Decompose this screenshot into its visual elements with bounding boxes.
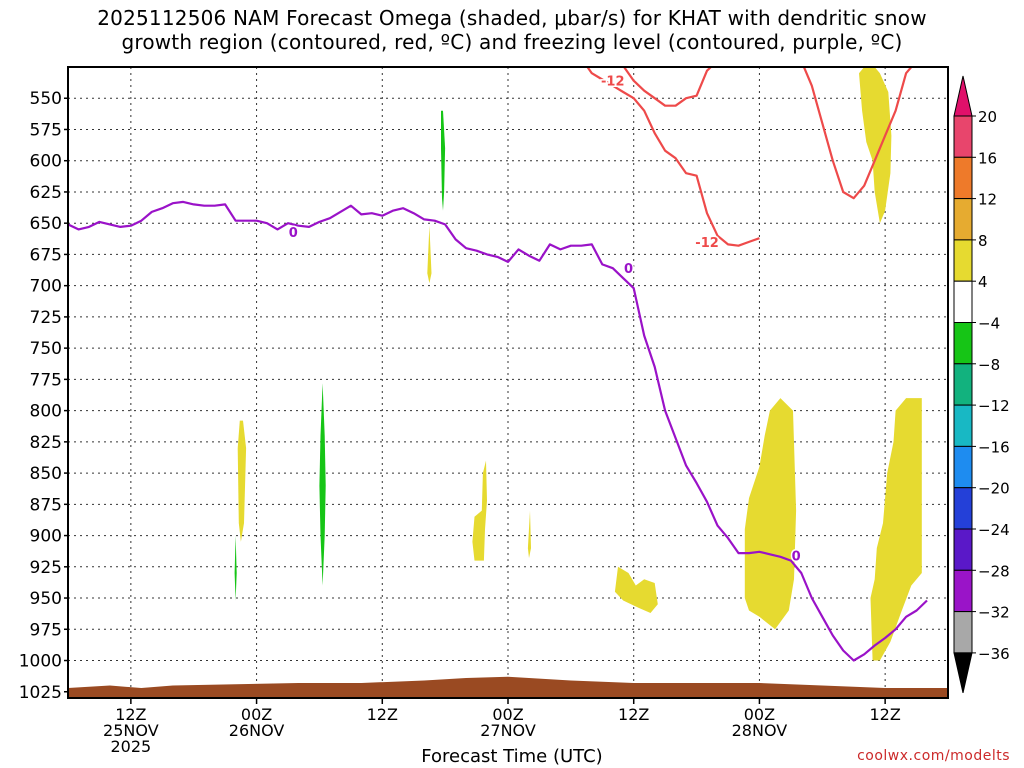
colorbar-segment — [953, 611, 973, 654]
colorbar-bottom-triangle — [953, 652, 973, 694]
colorbar-segment — [953, 445, 973, 489]
y-tick-label: 875 — [30, 495, 62, 515]
colorbar-segment — [953, 569, 973, 613]
y-tick-label: 700 — [30, 277, 62, 297]
colorbar-label: 8 — [978, 232, 988, 250]
x-date-label: 26NOV — [229, 721, 285, 740]
y-tick-label: 650 — [30, 214, 62, 234]
colorbar-segment — [953, 528, 973, 571]
x-year-label: 2025 — [110, 737, 151, 756]
x-tick-label: 00Z — [744, 705, 775, 724]
colorbar-label: −8 — [978, 356, 1000, 374]
contour-line — [68, 200, 928, 662]
colorbar-label: 4 — [978, 273, 988, 291]
credit-text: coolwx.com/modelts — [857, 748, 1010, 764]
contour-label: 0 — [792, 550, 801, 565]
y-tick-label: 600 — [30, 152, 62, 172]
x-date-label: 27NOV — [480, 721, 536, 740]
y-tick-label: 1025 — [19, 683, 62, 703]
x-tick-label: 12Z — [115, 705, 146, 724]
colorbar-label: 12 — [978, 191, 997, 209]
colorbar-segment — [953, 322, 973, 365]
y-tick-label: 725 — [30, 308, 62, 328]
y-tick-label: 750 — [30, 339, 62, 359]
contour-label: 0 — [624, 262, 633, 277]
colorbar-label: −20 — [978, 480, 1010, 498]
y-tick-label: 775 — [30, 370, 62, 390]
grid-lines — [68, 67, 948, 698]
y-tick-label: 1000 — [19, 652, 62, 672]
colorbar-segment — [953, 487, 973, 530]
colorbar-label: −24 — [978, 521, 1010, 539]
contour-label: 0 — [289, 226, 298, 241]
colorbar: 20 16 12 8 4 −4 −8 −12 −16 −20 −24 −28 −32 −36 — [953, 75, 1010, 694]
y-tick-label: 550 — [30, 89, 62, 109]
colorbar-segment — [953, 156, 973, 200]
contours: 0 0 0 -12 -12 — [68, 67, 928, 662]
colorbar-segment — [953, 404, 973, 447]
contour-line — [586, 67, 760, 247]
colorbar-label: 16 — [978, 149, 997, 167]
colorbar-segment — [953, 115, 973, 158]
colorbar-label: −28 — [978, 562, 1010, 580]
colorbar-label: −4 — [978, 315, 1000, 333]
x-tick-label: 12Z — [367, 705, 398, 724]
y-tick-label: 850 — [30, 464, 62, 484]
colorbar-segment — [953, 239, 973, 282]
shaded-region — [859, 67, 892, 224]
contour-line — [802, 67, 913, 200]
y-tick-label: 625 — [30, 183, 62, 203]
contour-label: -12 — [695, 236, 719, 251]
terrain — [68, 676, 948, 698]
contour-label: -12 — [601, 75, 625, 90]
shaded-region — [234, 535, 237, 601]
shaded-region — [614, 566, 658, 613]
x-date-label: 25NOV — [103, 721, 159, 740]
y-tick-label: 925 — [30, 558, 62, 578]
terrain-fill — [68, 676, 948, 698]
x-tick-label: 12Z — [869, 705, 900, 724]
shaded-region — [870, 398, 922, 661]
colorbar-label: 20 — [978, 108, 997, 126]
y-tick-label: 675 — [30, 245, 62, 265]
y-tick-label: 975 — [30, 620, 62, 640]
x-tick-label: 00Z — [241, 705, 272, 724]
contour-line — [622, 67, 713, 107]
colorbar-label: −32 — [978, 604, 1010, 622]
colorbar-segment — [953, 198, 973, 241]
shaded-region — [427, 225, 432, 284]
shaded-region — [319, 383, 326, 586]
x-tick-label: 00Z — [492, 705, 523, 724]
x-date-label: 28NOV — [732, 721, 788, 740]
shaded-region — [472, 460, 487, 561]
x-tick-label: 12Z — [618, 705, 649, 724]
shaded-region — [527, 510, 531, 559]
colorbar-segment — [953, 363, 973, 406]
colorbar-label: −12 — [978, 397, 1010, 415]
y-tick-label: 825 — [30, 433, 62, 453]
colorbar-segment — [953, 280, 973, 324]
shaded-region — [237, 420, 247, 542]
y-tick-label: 800 — [30, 402, 62, 422]
colorbar-label: −36 — [978, 645, 1010, 663]
chart-title: 2025112506 NAM Forecast Omega (shaded, μ… — [97, 6, 927, 54]
colorbar-label: −16 — [978, 438, 1010, 456]
shaded-region — [744, 398, 797, 630]
colorbar-top-triangle — [953, 75, 973, 117]
x-axis-label: Forecast Time (UTC) — [421, 746, 603, 767]
shaded-regions — [234, 67, 922, 661]
y-tick-label: 900 — [30, 527, 62, 547]
y-tick-label: 950 — [30, 589, 62, 609]
y-axis: 550 575 600 625 650 675 700 725 750 775 800 825 850 8… — [19, 89, 68, 703]
y-tick-label: 575 — [30, 120, 62, 140]
shaded-region — [441, 110, 446, 211]
